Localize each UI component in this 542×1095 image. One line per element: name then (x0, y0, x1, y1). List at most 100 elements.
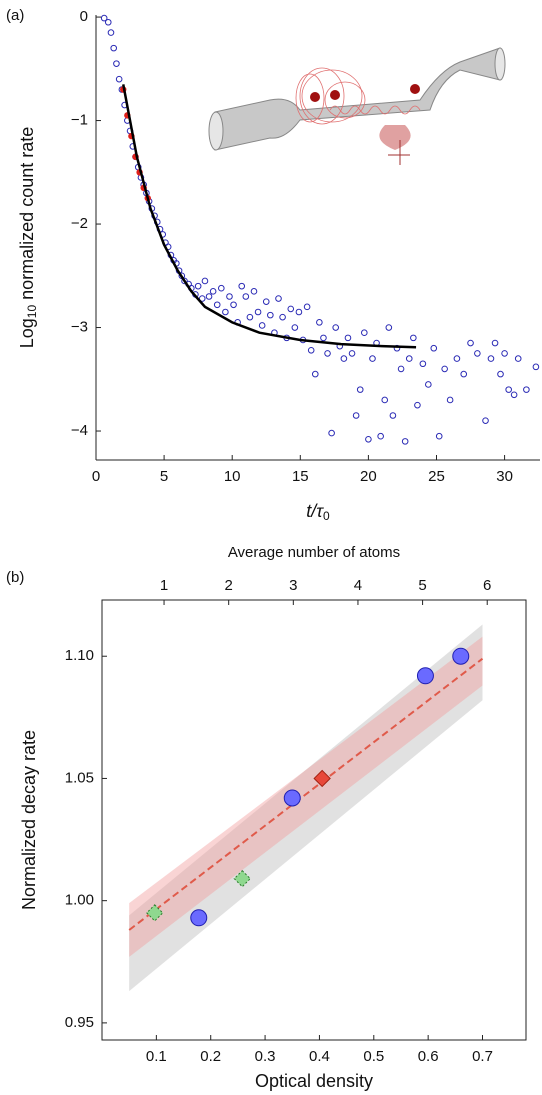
axis-label-subscript: 10 (25, 305, 39, 319)
data-point (316, 319, 323, 326)
x2-tick-label: 2 (225, 577, 233, 594)
plot-frame (101, 599, 527, 1041)
data-point (497, 370, 504, 378)
x-tick-label: 15 (292, 468, 309, 485)
x-tick-label: 0.7 (472, 1048, 493, 1065)
data-point (410, 334, 417, 342)
data-point (389, 412, 397, 419)
data-point (246, 313, 254, 321)
axis-label-text: Optical density (255, 1071, 373, 1091)
data-point (474, 350, 481, 357)
atom (330, 90, 340, 100)
data-point (348, 350, 356, 357)
axis-label: Optical density (255, 1071, 373, 1091)
x-tick-label: 0.3 (255, 1048, 276, 1065)
data-point (401, 438, 409, 445)
data-point (226, 293, 233, 300)
confidence-band (129, 636, 483, 957)
data-point (361, 329, 368, 337)
data-point (238, 282, 246, 290)
data-point (430, 344, 438, 352)
axis-label-subscript: 0 (323, 509, 330, 523)
x-tick-label: 30 (496, 468, 513, 485)
data-point (283, 789, 301, 807)
atom (410, 84, 420, 94)
data-point (233, 869, 251, 888)
data-point (201, 277, 209, 285)
data-point (532, 363, 540, 371)
data-point (435, 432, 443, 440)
data-point (258, 322, 266, 329)
y-tick-label: 1.00 (65, 892, 94, 909)
atom (310, 92, 320, 102)
data-point (377, 432, 384, 440)
fiber-end (494, 47, 506, 81)
data-point (501, 350, 508, 357)
y-tick-label: 0 (80, 8, 88, 25)
data-point (222, 308, 229, 316)
data-point (198, 295, 206, 302)
panel-label: (b) (6, 569, 24, 586)
data-point (369, 355, 376, 362)
data-point (267, 311, 274, 319)
data-point (113, 60, 120, 67)
axis-label-text: normalized count rate (17, 127, 37, 305)
y-tick-label: −2 (71, 215, 88, 232)
data-point (104, 18, 112, 26)
data-point (107, 29, 115, 36)
data-point (487, 355, 495, 362)
data-point (419, 360, 427, 368)
fit-line (128, 657, 484, 931)
data-point (405, 355, 413, 362)
data-point (250, 288, 258, 295)
data-point (100, 14, 108, 22)
x-tick-label: 0.1 (146, 1048, 167, 1065)
data-point (482, 417, 489, 424)
y-tick-label: 1.10 (65, 647, 94, 664)
axis-label-text: Normalized decay rate (19, 730, 39, 910)
data-point (324, 350, 331, 357)
data-point (505, 386, 512, 393)
data-point (344, 334, 352, 342)
data-point (453, 355, 461, 362)
x2-axis-label: Average number of atoms (228, 544, 400, 561)
data-point (307, 347, 315, 354)
axis-label: t/τ0 (306, 501, 330, 523)
data-point (181, 277, 188, 285)
data-point (303, 303, 311, 311)
data-point (328, 429, 335, 437)
x2-tick-label: 3 (289, 577, 297, 594)
data-point (452, 647, 470, 665)
data-point (213, 301, 221, 309)
data-point (242, 293, 250, 300)
data-point (320, 334, 327, 342)
y-tick-label: −4 (71, 422, 88, 439)
data-point (467, 339, 474, 347)
axis-label-text: t/τ (306, 501, 324, 521)
data-point (491, 339, 499, 347)
data-point (460, 370, 468, 378)
data-point (340, 355, 348, 362)
x-tick-label: 0 (92, 468, 100, 485)
data-point (397, 365, 405, 373)
data-point (352, 412, 360, 419)
y-tick-label: −3 (71, 319, 88, 336)
x-tick-label: 0.2 (200, 1048, 221, 1065)
data-point (311, 370, 319, 378)
fit-line (122, 84, 417, 349)
x-tick-label: 5 (160, 468, 168, 485)
x2-tick-label: 5 (418, 577, 426, 594)
data-point (115, 75, 123, 83)
data-point (381, 396, 389, 404)
data-point (523, 386, 530, 393)
y-tick-label: 0.95 (65, 1014, 94, 1031)
data-point (416, 667, 434, 685)
x2-tick-label: 1 (160, 577, 168, 594)
x-tick-label: 0.4 (309, 1048, 330, 1065)
x-tick-label: 25 (428, 468, 445, 485)
data-point (218, 284, 225, 292)
data-point (332, 324, 340, 331)
axis-label: Log10 normalized count rate (17, 127, 39, 349)
data-point (514, 355, 522, 362)
